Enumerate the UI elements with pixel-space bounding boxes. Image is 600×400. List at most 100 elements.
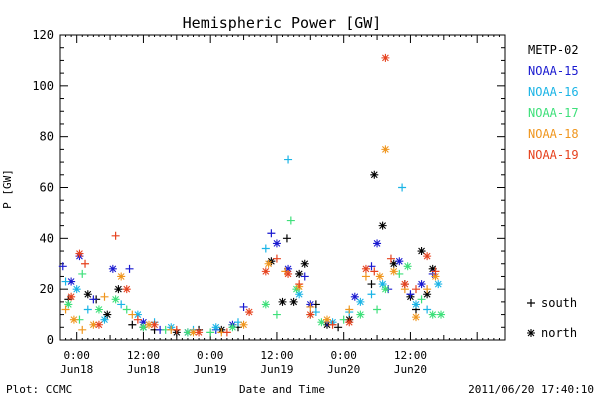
data-point-north <box>431 272 440 281</box>
data-point-north <box>403 262 412 271</box>
plot-credit: Plot: CCMC <box>6 383 72 396</box>
data-point-north <box>423 252 432 261</box>
data-point-south <box>295 280 304 289</box>
data-point-north <box>373 239 382 248</box>
x-axis-label: Date and Time <box>239 383 325 396</box>
y-tick-label: 0 <box>47 333 54 347</box>
data-point-north <box>67 277 76 286</box>
x-tick-date-label: Jun20 <box>394 363 427 376</box>
plot-frame <box>59 34 506 341</box>
data-point-north <box>389 267 398 276</box>
data-point-south <box>125 264 134 273</box>
data-point-north <box>284 264 293 273</box>
series-noaa-18 <box>61 145 440 337</box>
data-point-south <box>128 320 137 329</box>
data-point-south <box>398 183 407 192</box>
data-point-north <box>94 320 103 329</box>
y-tick-label: 60 <box>40 181 54 195</box>
y-tick-label: 20 <box>40 282 54 296</box>
data-point-south <box>300 272 309 281</box>
series-noaa-15 <box>58 229 437 337</box>
data-point-north <box>72 285 81 294</box>
data-point-south <box>282 234 291 243</box>
data-point-south <box>267 229 276 238</box>
data-point-north <box>278 297 287 306</box>
data-point-north <box>239 320 248 329</box>
data-point-north <box>183 328 192 337</box>
data-point-north <box>211 323 220 332</box>
data-point-north <box>261 300 270 309</box>
data-point-north <box>356 297 365 306</box>
legend-marker-icon <box>527 299 535 307</box>
data-point-north <box>89 320 98 329</box>
data-point-south <box>272 254 281 263</box>
data-point-north <box>295 290 304 299</box>
x-tick-date-label: Jun20 <box>327 363 360 376</box>
legend-series-label: NOAA-17 <box>528 106 579 120</box>
data-point-north <box>69 315 78 324</box>
data-point-south <box>81 259 90 268</box>
data-point-north <box>423 290 432 299</box>
data-point-north <box>261 267 270 276</box>
data-point-south <box>367 290 376 299</box>
data-point-south <box>100 292 109 301</box>
data-point-south <box>261 244 270 253</box>
data-point-north <box>245 308 254 317</box>
data-point-north <box>264 259 273 268</box>
data-point-south <box>61 305 70 314</box>
data-point-south <box>78 325 87 334</box>
data-point-south <box>128 310 137 319</box>
data-point-south <box>133 315 142 324</box>
x-tick-date-label: Jun19 <box>194 363 227 376</box>
x-tick-date-label: Jun18 <box>127 363 160 376</box>
data-point-north <box>437 310 446 319</box>
data-point-north <box>417 280 426 289</box>
data-point-north <box>417 247 426 256</box>
data-point-north <box>395 257 404 266</box>
legend-series-label: NOAA-18 <box>528 127 579 141</box>
legend-series-label: METP-02 <box>528 43 579 57</box>
legend-series-label: NOAA-16 <box>528 85 579 99</box>
legend-series-label: NOAA-15 <box>528 64 579 78</box>
data-point-north <box>67 292 76 301</box>
data-point-south <box>417 295 426 304</box>
data-point-north <box>100 315 109 324</box>
series-noaa-19 <box>67 53 440 337</box>
data-point-south <box>206 328 215 337</box>
y-axis-label: P [GW] <box>1 169 14 209</box>
data-point-north <box>228 323 237 332</box>
data-point-north <box>272 239 281 248</box>
data-point-south <box>222 328 231 337</box>
data-point-north <box>381 285 390 294</box>
data-point-south <box>117 300 126 309</box>
data-point-north <box>428 264 437 273</box>
data-point-north <box>114 285 123 294</box>
data-point-south <box>83 305 92 314</box>
series-noaa-16 <box>61 155 443 334</box>
x-tick-date-label: Jun19 <box>260 363 293 376</box>
data-point-north <box>381 53 390 62</box>
data-point-south <box>61 277 70 286</box>
data-point-south <box>423 305 432 314</box>
plot-timestamp: 2011/06/20 17:40:10 <box>468 383 594 396</box>
data-point-south <box>431 267 440 276</box>
data-point-north <box>361 264 370 273</box>
data-point-north <box>356 310 365 319</box>
data-point-north <box>103 310 112 319</box>
x-tick-date-label: Jun18 <box>60 363 93 376</box>
data-point-south <box>122 305 131 314</box>
x-tick-time-label: 0:00 <box>330 349 357 362</box>
data-point-south <box>239 302 248 311</box>
data-point-north <box>412 313 420 322</box>
data-point-south <box>111 231 120 240</box>
data-point-south <box>272 310 281 319</box>
data-point-south <box>386 254 395 263</box>
data-point-south <box>284 155 293 164</box>
data-point-south <box>172 325 181 334</box>
data-point-north <box>434 280 443 289</box>
data-point-north <box>317 318 326 327</box>
data-point-south <box>370 267 379 276</box>
y-tick-label: 80 <box>40 130 54 144</box>
data-point-south <box>361 272 370 281</box>
